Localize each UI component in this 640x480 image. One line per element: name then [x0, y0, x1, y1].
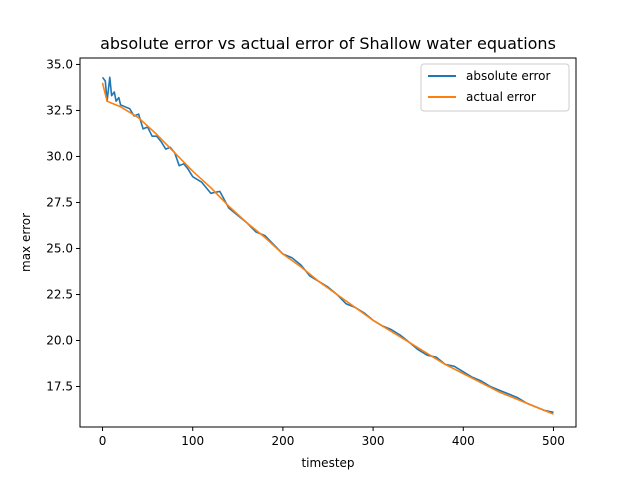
y-tick-label: 30.0	[46, 149, 73, 163]
y-axis-label: max error	[19, 213, 33, 272]
y-tick-label: 27.5	[46, 195, 73, 209]
series-line-absolute-error	[101, 76, 554, 414]
plot-frame	[79, 57, 577, 428]
series-layer	[101, 76, 554, 415]
y-tick-label: 35.0	[46, 57, 73, 71]
x-tick-label: 100	[181, 434, 204, 448]
x-tick-label: 0	[99, 434, 107, 448]
y-tick-label: 25.0	[46, 241, 73, 255]
legend-label-actual-error: actual error	[466, 90, 536, 104]
y-tick-label: 32.5	[46, 103, 73, 117]
chart-title: absolute error vs actual error of Shallo…	[100, 34, 556, 53]
legend-label-absolute-error: absolute error	[466, 69, 551, 83]
legend: absolute error actual error	[420, 63, 570, 112]
x-axis-label: timestep	[301, 456, 354, 470]
y-tick-label: 22.5	[46, 287, 73, 301]
x-axis: 0 100 200 300 400 500	[99, 427, 565, 448]
series-line-actual-error	[101, 82, 554, 415]
x-tick-label: 400	[452, 434, 475, 448]
y-tick-label: 20.0	[46, 334, 73, 348]
x-tick-label: 500	[542, 434, 565, 448]
y-axis: 17.5 20.0 22.5 25.0 27.5 30.0 32.5 35.0	[46, 57, 80, 394]
x-tick-label: 200	[271, 434, 294, 448]
y-tick-label: 17.5	[46, 380, 73, 394]
legend-box	[420, 63, 570, 112]
x-tick-label: 300	[362, 434, 385, 448]
